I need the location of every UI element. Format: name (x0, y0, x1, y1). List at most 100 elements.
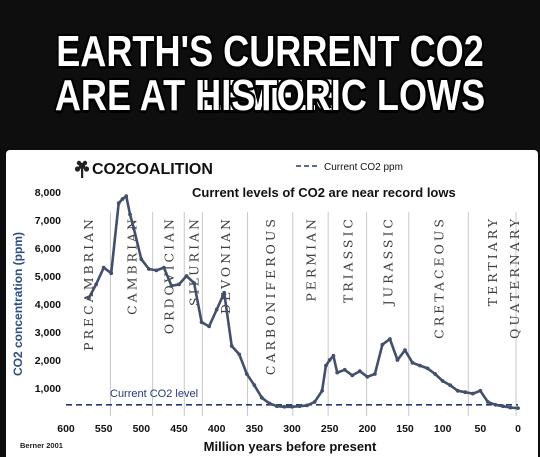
x-tick-label: 350 (246, 423, 264, 435)
co2-data-point (501, 404, 505, 409)
period-label: PERMIAN (303, 216, 318, 302)
co2-data-point (259, 395, 264, 400)
co2-data-point (395, 358, 400, 362)
x-tick-label: 150 (396, 423, 414, 435)
brand-logo-text: CO2COALITION (92, 161, 213, 178)
x-tick-label: 200 (359, 423, 377, 435)
headline-banner: EARTH'S CURRENT CO2 LEVELS ARE AT HISTOR… (0, 0, 540, 150)
co2-data-point (365, 374, 370, 379)
co2-data-point (184, 274, 189, 278)
period-label: CRETACEOUS (432, 216, 447, 339)
co2-data-point (169, 283, 174, 288)
x-tick-label: 600 (57, 423, 75, 435)
co2-data-point (207, 324, 212, 329)
co2-data-point (267, 401, 272, 406)
period-label: CARBONIFEROUS (263, 216, 278, 375)
co2-data-point (357, 369, 362, 374)
co2-data-point (177, 282, 181, 287)
x-axis-label: Million years before present (204, 439, 377, 454)
co2-data-point (120, 197, 125, 201)
co2-data-point (418, 363, 422, 368)
y-tick-label: 4,000 (35, 299, 61, 311)
co2-data-point (335, 370, 340, 375)
co2-data-point (252, 383, 257, 388)
period-label: TERTIARY (485, 216, 500, 306)
co2-data-point (425, 366, 430, 371)
co2-data-point (222, 290, 227, 295)
co2-data-point (372, 372, 377, 376)
co2-data-point (109, 271, 114, 276)
chart-card: CO2COALITION Current CO2 ppm Current lev… (6, 150, 538, 457)
co2-data-point (101, 265, 106, 270)
period-label: ORDOVICIAN (161, 216, 176, 334)
co2-data-point (403, 348, 407, 353)
co2-data-point (139, 257, 144, 262)
co2-data-point (320, 388, 325, 393)
period-label: JURASSIC (381, 216, 396, 307)
co2-data-point (463, 390, 468, 395)
x-tick-label: 50 (474, 423, 486, 435)
co2-data-point (214, 307, 219, 312)
tree-icon (74, 160, 90, 178)
y-tick-label: 6,000 (35, 243, 61, 255)
co2-data-point (470, 391, 475, 396)
y-tick-label: 5,000 (35, 271, 61, 283)
x-tick-label: 500 (133, 423, 151, 435)
co2-data-point (244, 372, 249, 376)
current-co2-level-label: Current CO2 level (110, 388, 198, 400)
co2-data-point (478, 388, 483, 393)
co2-data-point (192, 281, 196, 285)
co2-data-point (508, 405, 513, 410)
co2-data-point (516, 406, 520, 411)
headline-line-1: EARTH'S CURRENT CO2 LEVELS (56, 27, 484, 120)
co2-data-point (275, 404, 279, 409)
x-tick-label: 300 (283, 423, 301, 435)
co2-data-point (433, 372, 438, 376)
y-tick-label: 8,000 (35, 187, 61, 199)
co2-data-point (331, 353, 336, 358)
y-tick-label: 7,000 (35, 215, 61, 227)
co2-data-point (455, 388, 460, 393)
co2-data-point (229, 344, 234, 348)
co2-data-point (350, 373, 355, 378)
co2-data-point (388, 337, 392, 341)
period-label: TRIASSIC (340, 216, 355, 303)
chart-title: Current levels of CO2 are near record lo… (192, 185, 456, 200)
legend-label: Current CO2 ppm (324, 162, 403, 173)
co2-data-point (94, 282, 99, 287)
x-tick-label: 250 (321, 423, 339, 435)
co2-data-point (154, 268, 159, 273)
co2-data-point (116, 201, 121, 206)
co2-data-point (282, 404, 287, 409)
co2-data-point (290, 404, 294, 409)
co2-data-point (124, 194, 129, 199)
period-label: PRECAMBRIAN (81, 216, 96, 351)
x-tick-label: 400 (208, 423, 226, 435)
y-tick-label: 3,000 (35, 327, 61, 339)
co2-data-point (199, 320, 204, 325)
co2-data-point (440, 379, 445, 383)
source-note: Berner 2001 (20, 441, 63, 450)
co2-data-point (493, 402, 498, 407)
co2-data-point (128, 212, 132, 217)
co2-data-point (380, 342, 385, 347)
co2-data-point (485, 400, 490, 404)
period-label: DEVONIAN (218, 216, 233, 314)
y-tick-label: 1,000 (35, 383, 61, 395)
x-tick-label: 0 (515, 423, 521, 435)
period-label: SILURIAN (186, 216, 201, 306)
y-tick-label: 2,000 (35, 355, 61, 367)
co2-data-point (448, 383, 453, 388)
co2-data-point (297, 404, 302, 409)
y-axis-label: CO2 concentration (ppm) (11, 232, 25, 376)
co2-data-point (305, 403, 309, 408)
co2-data-point (162, 265, 166, 270)
co2-data-point (86, 296, 91, 301)
co2-data-point (342, 367, 347, 372)
co2-data-point (237, 352, 242, 357)
co2-data-point (324, 363, 328, 368)
period-label: CAMBRIAN (125, 216, 140, 315)
co2-data-point (312, 400, 317, 404)
co2-chart: CO2COALITION Current CO2 ppm Current lev… (11, 160, 522, 454)
x-tick-label: 550 (95, 423, 113, 435)
